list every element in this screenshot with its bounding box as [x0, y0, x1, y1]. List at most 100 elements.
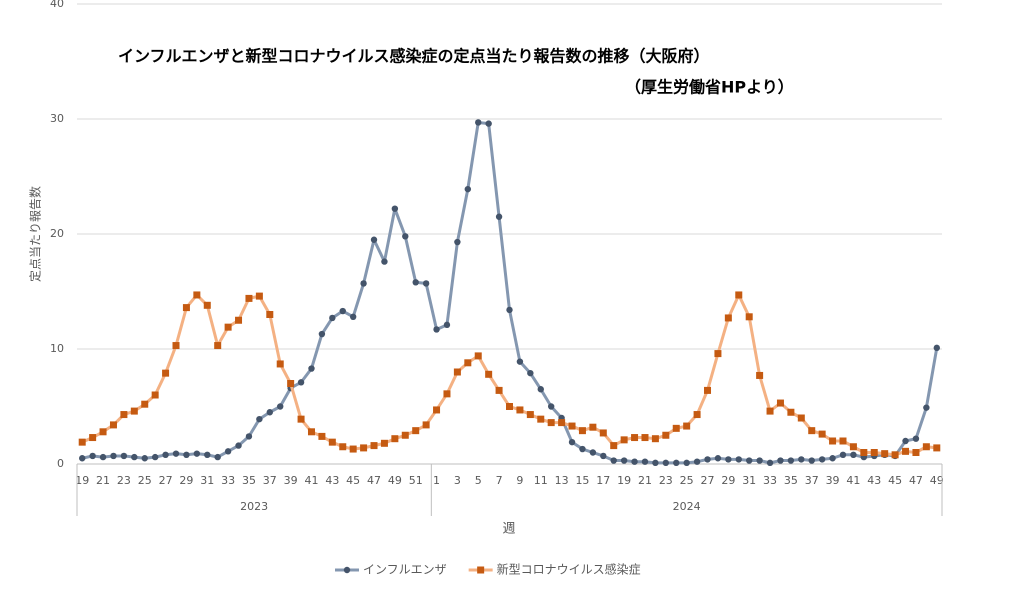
- marker: [120, 411, 128, 419]
- x-tick-label: 35: [784, 474, 798, 487]
- marker: [756, 371, 764, 379]
- marker: [329, 314, 336, 322]
- marker: [287, 380, 295, 387]
- marker: [391, 435, 399, 443]
- y-tick-label: 30: [50, 112, 64, 125]
- marker: [589, 449, 597, 456]
- x-tick-label: 39: [826, 474, 840, 487]
- marker: [78, 438, 86, 446]
- marker: [600, 452, 607, 460]
- marker: [464, 359, 472, 367]
- marker: [620, 436, 628, 444]
- marker: [99, 428, 107, 436]
- marker: [798, 456, 805, 463]
- x-tick-label: 47: [367, 474, 381, 487]
- marker: [151, 453, 159, 461]
- marker: [224, 323, 232, 331]
- y-tick-label: 10: [50, 342, 64, 355]
- marker: [485, 370, 493, 378]
- marker: [631, 458, 638, 465]
- marker: [849, 443, 857, 451]
- marker: [766, 407, 774, 415]
- marker: [776, 399, 784, 407]
- marker: [558, 419, 566, 427]
- marker: [922, 443, 930, 451]
- marker: [131, 453, 138, 461]
- marker: [704, 386, 712, 394]
- x-tick-label: 7: [496, 474, 503, 487]
- marker: [318, 330, 326, 338]
- x-tick-label: 21: [96, 474, 110, 487]
- y-tick-label: 0: [57, 457, 64, 470]
- marker: [360, 280, 367, 287]
- x-tick-label: 29: [721, 474, 735, 487]
- marker: [412, 279, 419, 286]
- marker: [912, 449, 920, 456]
- marker: [495, 386, 503, 394]
- marker: [693, 458, 701, 465]
- marker: [808, 427, 816, 435]
- legend-marker: [477, 566, 485, 574]
- marker: [662, 431, 670, 439]
- marker: [673, 459, 680, 467]
- x-tick-label: 29: [179, 474, 193, 487]
- marker: [99, 453, 107, 461]
- x-tick-label: 31: [742, 474, 756, 487]
- x-tick-label: 41: [846, 474, 860, 487]
- marker: [412, 427, 420, 435]
- marker: [276, 360, 284, 368]
- legend-label: インフルエンザ: [363, 563, 447, 577]
- marker: [381, 258, 388, 265]
- marker: [516, 358, 524, 365]
- marker: [641, 434, 649, 442]
- x-tick-label: 43: [325, 474, 339, 487]
- x-tick-label: 51: [409, 474, 423, 487]
- marker: [787, 457, 795, 464]
- marker: [829, 455, 836, 462]
- marker: [297, 379, 305, 386]
- x-tick-label: 15: [575, 474, 589, 487]
- marker: [610, 457, 617, 464]
- marker: [235, 316, 243, 324]
- x-tick-label: 39: [284, 474, 298, 487]
- marker: [735, 456, 742, 463]
- marker: [401, 431, 409, 439]
- marker: [933, 444, 941, 452]
- marker: [818, 456, 826, 463]
- x-tick-label: 33: [221, 474, 235, 487]
- marker: [79, 455, 86, 462]
- x-tick-label: 43: [867, 474, 881, 487]
- marker: [506, 403, 513, 410]
- marker: [933, 344, 940, 352]
- marker: [526, 411, 534, 419]
- marker: [714, 455, 722, 462]
- marker: [130, 407, 138, 415]
- marker: [641, 458, 649, 465]
- marker: [850, 451, 857, 458]
- marker: [683, 422, 691, 430]
- x-tick-label: 11: [534, 474, 548, 487]
- x-tick-label: 45: [346, 474, 360, 487]
- marker: [464, 185, 472, 193]
- x-tick-label: 37: [805, 474, 819, 487]
- marker: [485, 120, 492, 127]
- marker: [224, 448, 232, 455]
- marker: [89, 452, 96, 460]
- marker: [527, 369, 534, 377]
- x-tick-label: 1: [433, 474, 440, 487]
- x-tick-label: 23: [117, 474, 131, 487]
- marker: [808, 457, 815, 464]
- x-tick-label: 27: [701, 474, 715, 487]
- marker: [318, 432, 326, 440]
- marker: [651, 435, 659, 443]
- x-tick-label: 37: [263, 474, 277, 487]
- marker: [704, 456, 711, 463]
- x-tick-label: 27: [159, 474, 173, 487]
- marker: [422, 280, 430, 287]
- marker: [214, 453, 221, 461]
- marker: [380, 439, 388, 447]
- marker: [422, 421, 430, 429]
- marker: [120, 452, 128, 460]
- series-line: [81, 120, 939, 465]
